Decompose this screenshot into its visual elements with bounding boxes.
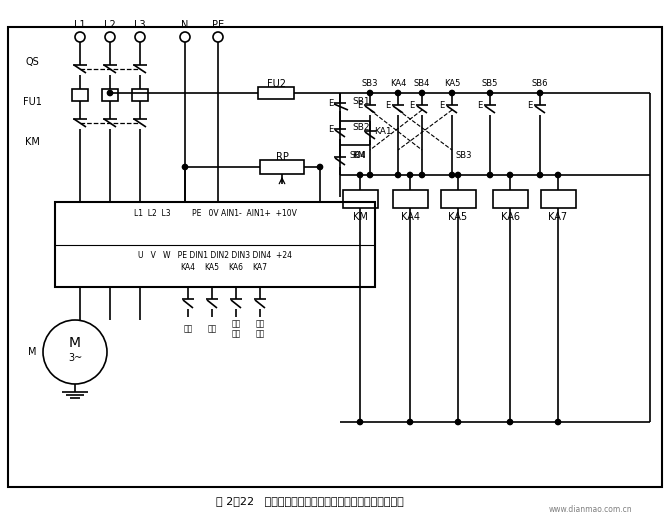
Text: E: E <box>409 100 414 110</box>
Circle shape <box>537 90 543 96</box>
Text: L1  L2  L3         PE   0V AIN1-  AIN1+  +10V: L1 L2 L3 PE 0V AIN1- AIN1+ +10V <box>133 208 296 218</box>
Text: E: E <box>328 99 333 108</box>
Text: E: E <box>328 125 333 133</box>
Text: M: M <box>69 336 81 350</box>
Circle shape <box>358 173 362 177</box>
Text: KA6: KA6 <box>500 212 519 222</box>
Text: E: E <box>356 100 362 110</box>
Text: SB2: SB2 <box>352 123 369 131</box>
Circle shape <box>450 90 454 96</box>
Circle shape <box>507 419 513 424</box>
Text: L1: L1 <box>74 20 86 30</box>
Circle shape <box>507 173 513 177</box>
Circle shape <box>537 173 543 177</box>
Circle shape <box>407 419 413 424</box>
Circle shape <box>368 90 373 96</box>
Text: KA4: KA4 <box>180 264 196 272</box>
Text: L3: L3 <box>134 20 146 30</box>
Text: U   V   W   PE DIN1 DIN2 DIN3 DIN4  +24: U V W PE DIN1 DIN2 DIN3 DIN4 +24 <box>138 251 292 261</box>
Text: L2: L2 <box>104 20 116 30</box>
Text: KA7: KA7 <box>253 264 267 272</box>
Text: M: M <box>27 347 36 357</box>
Text: FU1: FU1 <box>23 97 42 107</box>
Bar <box>102 89 118 101</box>
Text: www.dianmao.com.cn: www.dianmao.com.cn <box>548 505 632 513</box>
Circle shape <box>419 90 425 96</box>
Text: KA5: KA5 <box>448 212 468 222</box>
Circle shape <box>488 173 492 177</box>
Text: SB6: SB6 <box>532 79 548 87</box>
Text: E: E <box>385 100 390 110</box>
Text: 3~: 3~ <box>68 353 82 363</box>
Circle shape <box>488 90 492 96</box>
Text: RP: RP <box>275 152 289 162</box>
Text: SB1: SB1 <box>352 97 370 105</box>
Circle shape <box>358 419 362 424</box>
Text: KA1: KA1 <box>374 127 392 135</box>
Bar <box>343 190 378 208</box>
Bar <box>258 87 294 99</box>
Text: KA6: KA6 <box>228 264 243 272</box>
Text: QS: QS <box>25 57 39 67</box>
Text: SB4: SB4 <box>350 150 366 160</box>
Circle shape <box>555 173 561 177</box>
Text: KM: KM <box>352 150 366 160</box>
Text: 图 2－22   使用变频器的异步电动机可逆调速系统控制线路: 图 2－22 使用变频器的异步电动机可逆调速系统控制线路 <box>216 496 404 506</box>
Bar <box>441 190 476 208</box>
Text: 反向
点动: 反向 点动 <box>255 320 265 339</box>
Text: SB3: SB3 <box>362 79 379 87</box>
Text: KA5: KA5 <box>204 264 220 272</box>
Text: KA4: KA4 <box>390 79 406 87</box>
Text: N: N <box>182 20 189 30</box>
Bar <box>260 160 304 174</box>
Bar <box>55 202 375 287</box>
Bar <box>541 190 576 208</box>
Text: SB3: SB3 <box>456 150 472 160</box>
Text: 正转: 正转 <box>184 325 193 333</box>
Text: KA7: KA7 <box>549 212 567 222</box>
Text: KA4: KA4 <box>401 212 419 222</box>
Text: KM: KM <box>25 137 40 147</box>
Text: E: E <box>477 100 482 110</box>
Circle shape <box>395 90 401 96</box>
Text: E: E <box>439 100 444 110</box>
Circle shape <box>419 173 425 177</box>
Text: E: E <box>527 100 532 110</box>
Circle shape <box>368 173 373 177</box>
Text: SB5: SB5 <box>482 79 498 87</box>
Circle shape <box>407 173 413 177</box>
Circle shape <box>555 419 561 424</box>
Circle shape <box>182 164 188 170</box>
Text: SB4: SB4 <box>414 79 430 87</box>
Circle shape <box>395 173 401 177</box>
Text: KA5: KA5 <box>444 79 460 87</box>
Circle shape <box>318 164 322 170</box>
Circle shape <box>107 90 113 96</box>
Bar <box>493 190 528 208</box>
Circle shape <box>456 173 460 177</box>
Text: 反转: 反转 <box>208 325 216 333</box>
Text: PE: PE <box>212 20 224 30</box>
Text: KM: KM <box>352 212 367 222</box>
Circle shape <box>456 419 460 424</box>
Bar <box>393 190 428 208</box>
Text: 正向
点动: 正向 点动 <box>231 320 241 339</box>
Bar <box>132 89 148 101</box>
Text: FU2: FU2 <box>267 79 285 89</box>
Circle shape <box>450 173 454 177</box>
Bar <box>72 89 88 101</box>
Bar <box>8 27 662 487</box>
